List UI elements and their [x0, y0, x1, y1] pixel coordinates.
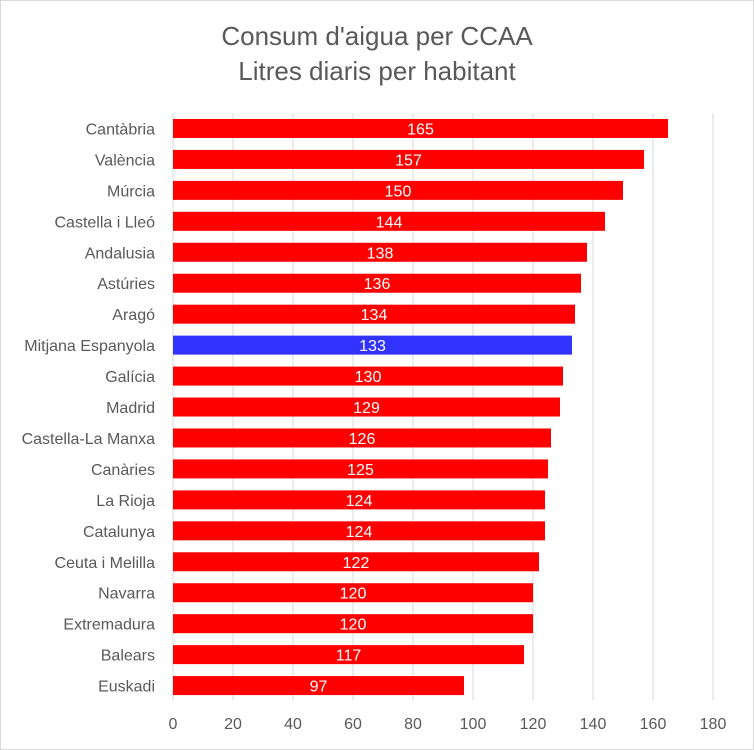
- bar: [173, 211, 605, 231]
- chart-subtitle: Litres diaris per habitant: [238, 56, 516, 86]
- bar: [173, 149, 644, 169]
- category-label: Cantàbria: [86, 121, 155, 138]
- bar: [173, 180, 623, 200]
- bar: [173, 242, 587, 262]
- data-label: 157: [395, 152, 422, 169]
- category-label: Castella i Lleó: [55, 214, 156, 231]
- category-label: Balears: [101, 648, 155, 665]
- category-label: Euskadi: [98, 679, 155, 696]
- category-label: Canàries: [91, 462, 155, 479]
- bar: [173, 273, 581, 293]
- bar: [173, 459, 548, 479]
- x-tick-label: 60: [344, 716, 362, 733]
- data-label: 97: [310, 679, 328, 696]
- bar: [173, 583, 533, 603]
- category-label: Galícia: [105, 369, 155, 386]
- x-tick-label: 40: [284, 716, 302, 733]
- x-tick-label: 120: [520, 716, 547, 733]
- data-label: 122: [343, 555, 370, 572]
- data-label: 117: [336, 648, 362, 665]
- category-label: València: [95, 152, 155, 169]
- x-tick-label: 140: [580, 716, 607, 733]
- category-label: Ceuta i Melilla: [55, 555, 156, 572]
- data-labels: 165 157 150 144 138 136 134 133 130 129 126 125 124 1…: [310, 121, 434, 695]
- chart-title: Consum d'aigua per CCAA: [221, 21, 533, 51]
- category-labels: Cantàbria València Múrcia Castella i Lleó An…: [22, 121, 156, 695]
- bar: [173, 521, 545, 541]
- category-label: Extremadura: [63, 617, 155, 634]
- data-label: 136: [364, 276, 391, 293]
- data-label: 130: [355, 369, 382, 386]
- x-tick-label: 160: [640, 716, 667, 733]
- bar: [173, 397, 560, 417]
- data-label: 124: [346, 524, 373, 541]
- data-label: 120: [340, 586, 367, 603]
- bar: [173, 428, 551, 448]
- data-label: 124: [346, 493, 373, 510]
- category-label: Aragó: [112, 307, 155, 324]
- category-label: Castella-La Manxa: [22, 431, 156, 448]
- category-label: Múrcia: [107, 183, 155, 200]
- bar: [173, 552, 539, 572]
- category-label: Mitjana Espanyola: [24, 338, 155, 355]
- data-label: 120: [340, 617, 367, 634]
- category-label: Astúries: [97, 276, 155, 293]
- data-label: 133: [359, 338, 386, 355]
- x-tick-label: 80: [404, 716, 422, 733]
- bar: [173, 490, 545, 510]
- data-label: 165: [407, 121, 434, 138]
- bar: [173, 118, 668, 138]
- bar: [173, 645, 524, 665]
- data-label: 125: [347, 462, 374, 479]
- data-label: 138: [367, 245, 394, 262]
- category-label: Andalusia: [85, 245, 155, 262]
- x-tick-label: 180: [700, 716, 727, 733]
- x-tick-labels: 0 20 40 60 80 100 120 140 160 180: [169, 716, 727, 733]
- category-label: Navarra: [98, 586, 155, 603]
- category-label: Catalunya: [83, 524, 155, 541]
- bar: [173, 366, 563, 386]
- x-tick-label: 100: [460, 716, 487, 733]
- data-label: 150: [385, 183, 412, 200]
- data-label: 129: [353, 400, 380, 417]
- data-label: 126: [349, 431, 376, 448]
- data-label: 144: [376, 214, 403, 231]
- bar: [173, 676, 464, 696]
- data-label: 134: [361, 307, 388, 324]
- category-label: Madrid: [106, 400, 155, 417]
- bars: [173, 118, 668, 696]
- bar: [173, 335, 572, 355]
- bar: [173, 614, 533, 634]
- category-label: La Rioja: [96, 493, 155, 510]
- x-tick-label: 0: [169, 716, 178, 733]
- x-tick-label: 20: [224, 716, 242, 733]
- bar: [173, 304, 575, 324]
